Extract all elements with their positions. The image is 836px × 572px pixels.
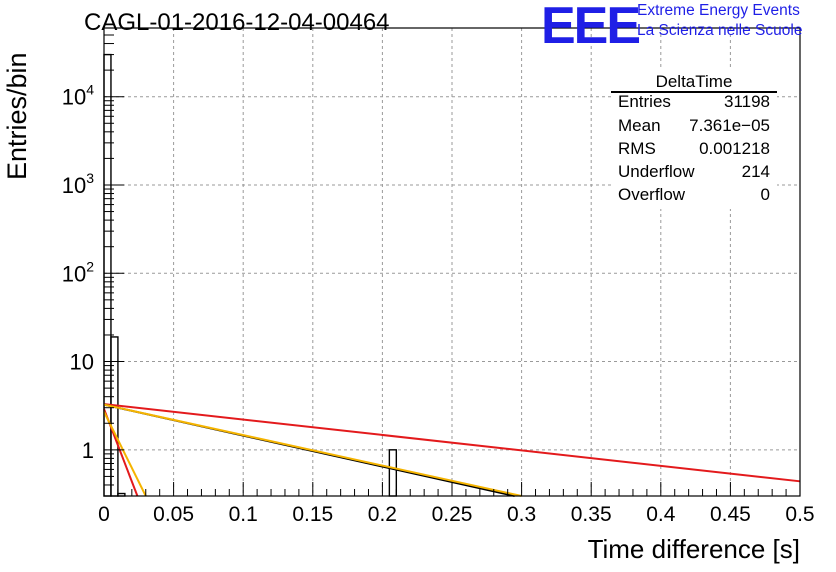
stats-label: RMS: [618, 139, 656, 158]
stats-box: DeltaTime Entries 31198 Mean 7.361e−05 R…: [611, 70, 777, 209]
x-tick-label: 0.5: [785, 503, 814, 526]
x-tick-label: 0: [98, 503, 110, 526]
y-tick-label: 1: [82, 438, 94, 463]
stats-label: Mean: [618, 116, 661, 135]
stats-row-entries: Entries 31198: [618, 92, 770, 112]
y-tick-label: 103: [62, 170, 94, 198]
chart-title: CAGL-01-2016-12-04-00464: [84, 9, 390, 36]
y-tick-label: 102: [62, 258, 94, 286]
logo-subtitle-2: La Scienza nelle Scuole: [637, 22, 803, 39]
stats-label: Underflow: [618, 162, 695, 181]
histogram-bin: [110, 336, 119, 497]
histogram-bin: [388, 449, 398, 497]
fit-line: [103, 411, 147, 497]
x-tick-label: 0.2: [368, 503, 397, 526]
stats-divider: [611, 91, 777, 93]
logo-subtitle-1: Extreme Energy Events: [637, 2, 800, 19]
stats-row-rms: RMS 0.001218: [618, 139, 770, 159]
x-tick-label: 0.35: [571, 503, 612, 526]
grid: [104, 28, 800, 496]
x-tick-label: 0.3: [507, 503, 536, 526]
y-axis: 1 10 102 103 104: [62, 27, 124, 497]
stats-label: Overflow: [618, 185, 686, 204]
x-tick-label: 0.4: [646, 503, 676, 526]
x-tick-label: 0.1: [229, 503, 258, 526]
stats-value: 0: [760, 185, 770, 204]
fit-line: [103, 403, 801, 483]
x-tick-label: 0.25: [432, 503, 473, 526]
x-axis-label: Time difference [s]: [587, 534, 800, 564]
stats-title: DeltaTime: [655, 72, 733, 91]
stats-value: 31198: [723, 92, 770, 111]
x-tick-label: 0.45: [710, 503, 751, 526]
stats-label: Entries: [618, 92, 671, 111]
stats-value: 214: [741, 162, 770, 181]
x-axis: 0 0.05 0.1 0.15 0.2 0.25 0.3 0.35 0.4 0.45 0.5: [98, 482, 815, 526]
fit-line: [103, 403, 522, 497]
eee-logo: EEE: [541, 0, 641, 55]
histogram-bin: [103, 53, 112, 497]
stats-row-overflow: Overflow 0: [618, 185, 770, 205]
x-tick-label: 0.15: [292, 503, 333, 526]
y-axis-label: Entries/bin: [2, 52, 32, 180]
histogram: [103, 53, 398, 497]
stats-row-underflow: Underflow 214: [618, 162, 770, 182]
stats-row-mean: Mean 7.361e−05: [618, 116, 770, 136]
x-tick-label: 0.05: [153, 503, 194, 526]
y-tick-label: 10: [70, 350, 94, 375]
stats-value: 0.001218: [699, 139, 770, 158]
fit-curves: [103, 403, 801, 497]
stats-value: 7.361e−05: [689, 116, 770, 135]
y-tick-label: 104: [62, 82, 94, 110]
